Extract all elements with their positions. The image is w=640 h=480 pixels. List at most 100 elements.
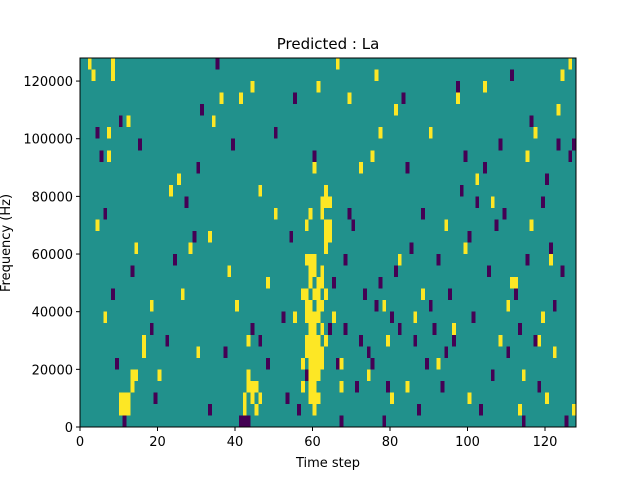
heatmap-cell-low xyxy=(165,334,170,347)
x-axis-label: Time step xyxy=(295,456,360,471)
heatmap-cell-high xyxy=(455,92,460,105)
heatmap-cell-low xyxy=(138,138,142,151)
heatmap-cell-low xyxy=(362,288,367,301)
heatmap-cell-high xyxy=(308,334,313,347)
heatmap-cell-high xyxy=(312,254,317,266)
heatmap-cell-low xyxy=(560,265,565,278)
heatmap-cell-low xyxy=(386,380,390,393)
heatmap-cell-high xyxy=(316,369,321,381)
heatmap-cell-high xyxy=(312,369,317,381)
heatmap-cell-high xyxy=(304,219,309,231)
heatmap-cell-low xyxy=(359,334,363,347)
heatmap-cell-high xyxy=(111,69,115,82)
heatmap-cell-high xyxy=(258,392,263,404)
heatmap-cell-low xyxy=(343,254,348,266)
heatmap-cell-high xyxy=(134,242,139,255)
heatmap-cell-high xyxy=(320,196,325,208)
heatmap-cell-high xyxy=(320,300,325,312)
heatmap-cell-high xyxy=(572,403,576,416)
heatmap-cell-low xyxy=(328,323,332,335)
heatmap-cell-high xyxy=(142,334,146,347)
heatmap-cell-low xyxy=(471,311,476,324)
heatmap-cell-low xyxy=(99,150,104,162)
heatmap-cell-high xyxy=(130,369,135,381)
heatmap-cell-high xyxy=(320,346,325,358)
heatmap-cell-low xyxy=(405,161,410,174)
heatmap-cell-low xyxy=(118,115,123,128)
heatmap-cell-high xyxy=(320,277,325,289)
heatmap-cell-low xyxy=(397,323,402,335)
heatmap-cell-high xyxy=(316,300,321,312)
heatmap-cell-high xyxy=(308,265,313,278)
heatmap-cell-high xyxy=(521,369,526,381)
heatmap-cell-high xyxy=(246,334,251,347)
heatmap-cell-low xyxy=(153,392,158,404)
plot-frame xyxy=(79,57,577,428)
heatmap-cell-high xyxy=(308,357,313,370)
heatmap-cell-low xyxy=(514,288,518,301)
heatmap-cell-high xyxy=(320,265,325,278)
heatmap-cell-high xyxy=(324,288,328,301)
heatmap-cell-low xyxy=(421,207,425,220)
heatmap-cell-low xyxy=(440,380,445,393)
heatmap-cell-high xyxy=(316,277,321,289)
heatmap-cell-low xyxy=(490,369,495,381)
heatmap-cell-high xyxy=(529,219,534,231)
heatmap-cell-high xyxy=(452,323,456,335)
heatmap-cell-high xyxy=(126,392,131,404)
heatmap-cell-high xyxy=(312,380,317,393)
heatmap-cell-low xyxy=(293,92,297,105)
heatmap-cell-low xyxy=(467,230,472,243)
heatmap-cell-low xyxy=(351,219,356,231)
heatmap-cell-high xyxy=(339,357,344,370)
heatmap-cell-low xyxy=(510,69,514,82)
heatmap-cell-high xyxy=(227,265,232,278)
heatmap-cell-low xyxy=(568,150,573,162)
heatmap-cell-high xyxy=(316,81,321,93)
heatmap-cell-high xyxy=(107,150,111,162)
heatmap-cell-high xyxy=(308,392,313,404)
heatmap-cell-high xyxy=(568,58,573,70)
heatmap-cell-low xyxy=(347,207,352,220)
heatmap-cell-low xyxy=(374,300,379,312)
heatmap-cell-low xyxy=(393,265,398,278)
heatmap-cell-high xyxy=(157,369,162,381)
heatmap-cell-low xyxy=(552,300,557,312)
x-axis: 0 20 40 60 80 100 120 xyxy=(76,427,557,450)
heatmap-cell-low xyxy=(390,311,394,324)
heatmap-cell-low xyxy=(448,288,452,301)
heatmap-cell-high xyxy=(347,92,352,105)
heatmap-cell-high xyxy=(397,254,402,266)
heatmap-cell-high xyxy=(328,196,332,208)
chart-title: Predicted : La xyxy=(277,35,380,53)
heatmap-cell-high xyxy=(510,277,514,289)
heatmap-cell-high xyxy=(560,69,565,82)
heatmap-cell-high xyxy=(196,346,201,358)
heatmap-cell-high xyxy=(308,311,313,324)
heatmap-cell-high xyxy=(312,334,317,347)
heatmap-cell-low xyxy=(452,334,456,347)
heatmap-cell-high xyxy=(506,300,511,312)
heatmap-cell-high xyxy=(390,392,394,404)
heatmap-cell-high xyxy=(246,369,251,381)
heatmap-cell-high xyxy=(331,311,336,324)
heatmap-cell-high xyxy=(312,346,317,358)
heatmap-cell-high xyxy=(548,254,553,266)
heatmap-cell-high xyxy=(312,311,317,324)
heatmap-cell-high xyxy=(308,346,313,358)
heatmap-cell-high xyxy=(316,311,321,324)
heatmap-cell-high xyxy=(545,392,549,404)
heatmap-cell-high xyxy=(130,380,135,393)
heatmap-cell-high xyxy=(304,300,309,312)
heatmap-cell-low xyxy=(494,219,499,231)
heatmap-cell-low xyxy=(312,150,317,162)
heatmap-cell-high xyxy=(250,392,255,404)
heatmap-cell-high xyxy=(300,380,305,393)
y-tick-label: 40000 xyxy=(32,306,73,321)
heatmap-cell-low xyxy=(541,196,545,208)
heatmap-cell-low xyxy=(428,300,433,312)
heatmap-cell-high xyxy=(378,127,383,139)
heatmap-cell-low xyxy=(502,207,507,220)
heatmap-cell-high xyxy=(304,288,309,301)
heatmap-cell-low xyxy=(246,415,251,427)
